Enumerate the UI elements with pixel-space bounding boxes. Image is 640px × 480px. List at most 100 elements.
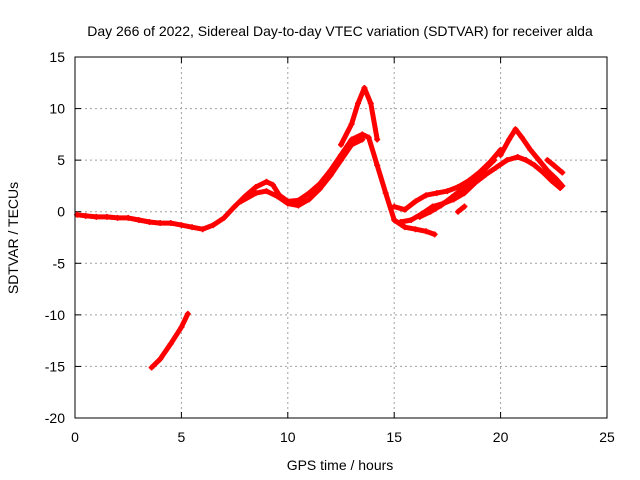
data-point xyxy=(493,164,500,171)
data-point xyxy=(503,157,510,164)
data-point xyxy=(263,178,270,185)
y-tick-label: 0 xyxy=(57,204,65,220)
data-point xyxy=(444,188,451,195)
data-point xyxy=(548,177,555,184)
data-point xyxy=(461,190,468,197)
series-main-trace xyxy=(74,131,438,238)
data-point xyxy=(263,188,270,195)
data-point xyxy=(433,190,440,197)
data-point xyxy=(482,171,489,178)
series-recovery-middle xyxy=(416,157,498,220)
data-point xyxy=(552,175,559,182)
data-point xyxy=(355,100,362,107)
data-point xyxy=(178,324,185,331)
data-point xyxy=(523,157,530,164)
data-point xyxy=(423,192,430,199)
data-point xyxy=(512,126,519,133)
data-point xyxy=(146,219,153,226)
data-point xyxy=(559,182,566,189)
data-point xyxy=(348,136,355,143)
data-point xyxy=(412,226,419,233)
series-line xyxy=(417,157,497,220)
data-point xyxy=(544,167,551,174)
x-tick-label: 20 xyxy=(493,429,509,445)
data-point xyxy=(82,212,89,219)
data-point xyxy=(391,216,398,223)
data-point xyxy=(374,136,381,143)
data-point xyxy=(135,216,142,223)
data-point xyxy=(480,167,487,174)
data-point xyxy=(391,203,398,210)
data-point xyxy=(365,134,372,141)
data-point xyxy=(284,200,291,207)
data-point xyxy=(103,213,110,220)
data-point xyxy=(338,141,344,148)
y-tick-label: 5 xyxy=(57,152,65,168)
data-point xyxy=(274,193,281,200)
y-tick-label: 10 xyxy=(49,101,65,117)
data-series xyxy=(74,84,566,371)
data-point xyxy=(461,203,468,210)
data-point xyxy=(189,224,196,231)
y-tick-label: 15 xyxy=(49,49,65,65)
data-point xyxy=(416,213,423,220)
data-point xyxy=(361,84,368,91)
data-point xyxy=(148,364,155,371)
data-point xyxy=(514,154,521,161)
data-point xyxy=(455,208,462,215)
series-late-peak xyxy=(497,126,566,189)
data-point xyxy=(382,190,389,197)
series-line xyxy=(455,204,467,215)
y-tick-label: -10 xyxy=(45,307,65,323)
data-point xyxy=(491,157,498,164)
y-axis-label: SDTVAR / TECUs xyxy=(5,182,21,294)
data-point xyxy=(338,157,344,164)
data-point xyxy=(167,340,174,347)
data-point xyxy=(157,220,164,227)
data-point xyxy=(540,169,547,176)
data-point xyxy=(125,214,132,221)
data-point xyxy=(184,310,191,317)
series-outlier-segment xyxy=(148,310,191,371)
data-point xyxy=(401,206,408,213)
data-point xyxy=(359,136,366,143)
data-point xyxy=(423,228,430,235)
data-point xyxy=(427,208,434,215)
data-point xyxy=(114,214,121,221)
data-point xyxy=(167,220,174,227)
y-tick-label: -15 xyxy=(45,358,65,374)
data-point xyxy=(455,183,462,190)
data-point xyxy=(237,198,244,205)
data-point xyxy=(397,219,404,226)
data-point xyxy=(412,198,419,205)
y-tick-label: -20 xyxy=(45,410,65,426)
data-point xyxy=(252,190,259,197)
x-tick-label: 25 xyxy=(599,429,615,445)
data-point xyxy=(348,121,355,128)
plot-frame xyxy=(74,56,608,419)
x-tick-label: 10 xyxy=(280,429,296,445)
series-peak-upper-branch xyxy=(338,84,381,148)
data-point xyxy=(544,157,551,164)
data-point xyxy=(531,162,538,169)
data-point xyxy=(231,203,238,210)
y-tick-label: -5 xyxy=(53,255,66,271)
data-point xyxy=(295,202,302,209)
x-tick-label: 0 xyxy=(71,429,79,445)
x-axis-label: GPS time / hours xyxy=(287,457,394,473)
data-point xyxy=(295,197,302,204)
data-point xyxy=(506,136,513,143)
data-point xyxy=(550,162,557,169)
data-point xyxy=(401,224,408,231)
data-point xyxy=(199,226,206,233)
data-point xyxy=(559,169,566,176)
data-point xyxy=(210,222,217,229)
series-line xyxy=(338,85,380,148)
series-short-fragment xyxy=(455,203,468,215)
series-late-tail xyxy=(544,157,566,176)
series-secondary-rise xyxy=(237,136,366,209)
data-point xyxy=(269,181,276,188)
data-point xyxy=(348,141,355,148)
data-point xyxy=(497,151,504,158)
